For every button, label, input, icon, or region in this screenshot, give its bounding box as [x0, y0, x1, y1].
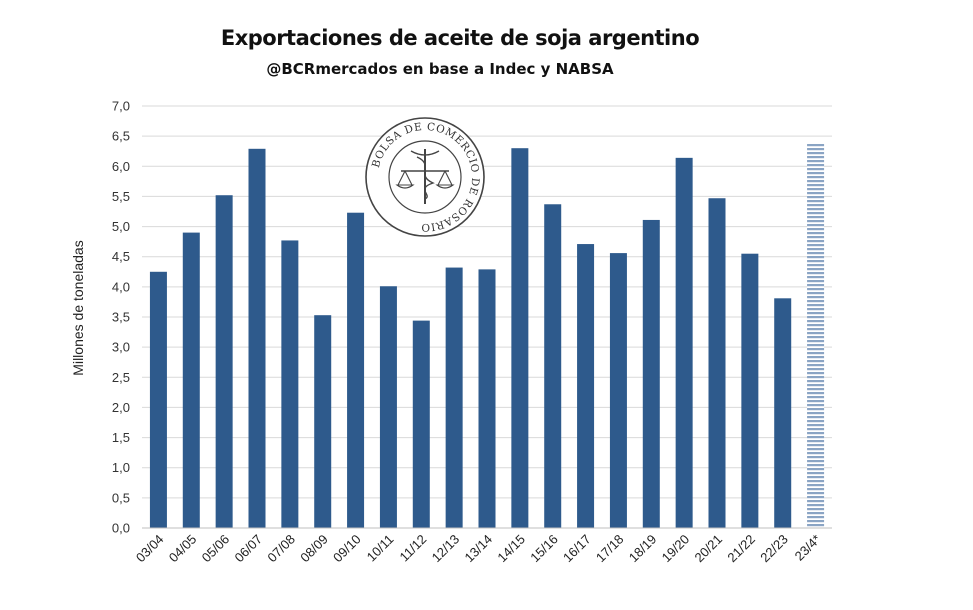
- y-tick-label: 2,0: [112, 400, 130, 415]
- bar: [445, 267, 463, 528]
- x-tick-label: 10/11: [364, 532, 397, 565]
- y-tick-label: 7,0: [112, 99, 130, 114]
- bar: [347, 212, 365, 528]
- y-tick-label: 5,0: [112, 219, 130, 234]
- y-tick-label: 6,0: [112, 159, 130, 174]
- y-tick-label: 2,5: [112, 370, 130, 385]
- seal-inner-ring: [388, 140, 462, 214]
- bars: [149, 143, 825, 529]
- scales-pan-icon: [435, 170, 455, 189]
- x-tick-label: 14/15: [494, 532, 528, 566]
- x-tick-label: 03/04: [133, 532, 167, 566]
- x-tick-label: 19/20: [659, 532, 693, 566]
- bar: [642, 219, 660, 528]
- bar: [281, 240, 299, 529]
- bar: [248, 148, 266, 528]
- chart-subtitle: @BCRmercados en base a Indec y NABSA: [266, 60, 614, 78]
- x-tick-label: 07/08: [264, 532, 298, 566]
- bar: [774, 298, 792, 528]
- y-tick-label: 3,0: [112, 340, 130, 355]
- bar: [741, 253, 759, 528]
- x-tick-label: 18/19: [626, 532, 660, 566]
- y-tick-label: 1,0: [112, 460, 130, 475]
- caduceus-snake-icon: [416, 156, 435, 200]
- x-tick-label: 08/09: [297, 532, 331, 566]
- bar: [577, 244, 595, 528]
- bar: [182, 232, 200, 528]
- x-tick-label: 05/06: [199, 532, 233, 566]
- y-tick-label: 4,0: [112, 279, 130, 294]
- bar: [511, 148, 529, 528]
- y-tick-label: 6,5: [112, 129, 130, 144]
- x-tick-label: 06/07: [232, 532, 266, 566]
- y-tick-label: 1,5: [112, 430, 130, 445]
- x-tick-label: 04/05: [166, 532, 200, 566]
- bar: [314, 315, 332, 528]
- bar: [215, 195, 233, 529]
- bar: [544, 204, 562, 528]
- x-tick-label: 09/10: [330, 532, 364, 566]
- x-tick-label: 11/12: [396, 532, 429, 565]
- chart-title: Exportaciones de aceite de soja argentin…: [220, 26, 700, 50]
- x-tick-label: 20/21: [692, 532, 726, 566]
- y-tick-label: 0,5: [112, 490, 130, 505]
- bar: [708, 198, 726, 529]
- x-tick-label: 12/13: [429, 532, 463, 566]
- y-tick-label: 5,5: [112, 189, 130, 204]
- bar: [478, 269, 496, 528]
- x-tick-label: 15/16: [527, 532, 561, 566]
- bar: [412, 320, 430, 528]
- x-axis-ticks: 03/04 04/05 05/06 06/07 07/08 08/09 09/10 10/11…: [133, 532, 824, 566]
- x-tick-label: 23/4*: [792, 532, 824, 564]
- bcr-seal-watermark: BOLSA DE COMERCIO DE ROSARIO: [365, 117, 485, 237]
- bar: [675, 157, 693, 529]
- x-tick-label: 17/18: [593, 532, 627, 566]
- x-tick-label: 21/22: [724, 532, 758, 566]
- y-tick-label: 0,0: [112, 521, 130, 536]
- y-tick-label: 4,5: [112, 249, 130, 264]
- bar: [609, 253, 627, 528]
- y-axis-ticks: 0,0 0,5 1,0 1,5 2,0 2,5 3,0 3,5 4,0 4,5 5,0 5,5 6,0 6…: [112, 99, 130, 536]
- x-tick-label: 22/23: [757, 532, 791, 566]
- caduceus-wings-icon: [410, 150, 440, 156]
- x-tick-label: 16/17: [560, 532, 594, 566]
- x-tick-label: 13/14: [462, 532, 496, 566]
- bar: [379, 286, 397, 528]
- bar-projected: [807, 143, 825, 529]
- y-axis-label: Millones de toneladas: [70, 240, 86, 375]
- y-tick-label: 3,5: [112, 310, 130, 325]
- scales-pan-icon: [395, 170, 415, 189]
- bar: [149, 271, 167, 528]
